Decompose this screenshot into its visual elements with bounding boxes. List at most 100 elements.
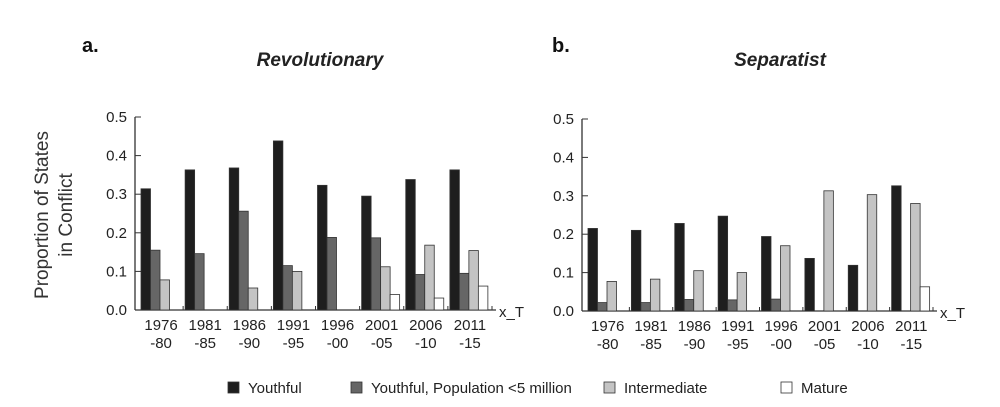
bar-youthful [184, 169, 196, 311]
bar-youthful [630, 229, 642, 312]
bar-youthful-population-5-million [458, 272, 470, 311]
bar-youthful [405, 179, 416, 311]
bar-intermediate [910, 203, 921, 312]
x-tick-label: 1991 [721, 318, 754, 335]
panel-title: Separatist [734, 50, 827, 71]
legend-label: Youthful [248, 380, 302, 397]
bar-intermediate [159, 279, 170, 311]
x-tick-label: 1976 [144, 317, 177, 334]
x-tick-label: -15 [900, 336, 922, 353]
x-tick-label: 2011 [454, 317, 486, 334]
bar-youthful-population-5-million [238, 210, 249, 311]
bar-youthful [761, 236, 772, 312]
bar-youthful [361, 195, 372, 311]
y-axis-label: Proportion of States in Conflict [32, 131, 77, 299]
x-tick-label: 1986 [678, 318, 711, 335]
legend-item: Mature [780, 380, 848, 397]
panel-separatist: b. Separatist 0.0 0.1 0.2 0.3 0.4 0.5 1976-80 198… [552, 35, 965, 353]
x-tick-label: -00 [327, 335, 349, 352]
y-tick-label: 0.1 [553, 265, 574, 282]
x-tick-label: 2011 [895, 318, 927, 335]
x-tick-label: -80 [597, 336, 619, 353]
bar-youthful-population-5-million [727, 299, 738, 312]
x-tick-label: 1981 [189, 317, 222, 334]
y-tick-label: 0.4 [106, 148, 127, 165]
bar-youthful [140, 188, 151, 311]
legend-item: Youthful [227, 380, 302, 397]
x-tick-label: -05 [371, 335, 393, 352]
y-axis-label-line: Proportion of States [32, 131, 53, 299]
bar-intermediate [247, 287, 259, 311]
bar-youthful-population-5-million [770, 298, 781, 312]
y-tick-label: 0.0 [553, 303, 574, 320]
bar-intermediate [866, 194, 878, 312]
bar-youthful [891, 185, 902, 312]
bar-youthful-population-5-million [194, 253, 205, 311]
x-tick-label: -90 [684, 336, 706, 353]
x-tick-label: 2006 [409, 317, 442, 334]
panel-title: Revolutionary [257, 50, 385, 71]
y-axis-label-line: in Conflict [56, 173, 77, 257]
x-tick-label: 2001 [365, 317, 398, 334]
bar-mature [433, 297, 445, 311]
bar-youthful [847, 264, 859, 312]
legend-swatch [227, 381, 240, 394]
legend: Youthful Youthful, Population <5 million I… [227, 380, 848, 397]
x-tick-label: -85 [640, 336, 662, 353]
bar-intermediate [291, 270, 303, 311]
x-tick-label: -10 [415, 335, 437, 352]
bar-youthful [449, 169, 460, 311]
y-tick-label: 0.2 [553, 226, 574, 243]
x-tick-label: -80 [150, 335, 172, 352]
bar-youthful-population-5-million [326, 237, 337, 311]
panel-label: a. [82, 35, 99, 57]
x-tick-label: -90 [238, 335, 260, 352]
legend-label: Youthful, Population <5 million [371, 380, 572, 397]
panel-revolutionary: a. Revolutionary 0.0 0.1 0.2 0.3 0.4 0.5 1976-80… [32, 35, 524, 352]
x-tick-label: -95 [283, 335, 305, 352]
x-tick-label: -15 [459, 335, 481, 352]
bar-mature [919, 286, 931, 312]
bar-youthful-population-5-million [597, 302, 608, 312]
bar-youthful [674, 223, 685, 312]
x-tick-label: 2006 [851, 318, 884, 335]
x-tick-label: -95 [727, 336, 749, 353]
bar-youthful-population-5-million [640, 302, 651, 312]
y-tick-label: 0.5 [553, 111, 574, 128]
bar-youthful [717, 215, 729, 312]
bar-intermediate [649, 278, 661, 312]
bar-youthful-population-5-million [282, 265, 293, 311]
x-axis-label: x_T [499, 304, 524, 321]
x-tick-label: 1996 [321, 317, 354, 334]
bar-intermediate [424, 244, 435, 311]
legend-swatch [780, 381, 793, 394]
x-tick-label: 1976 [591, 318, 624, 335]
bar-youthful [804, 257, 815, 312]
y-tick-label: 0.0 [106, 302, 127, 319]
y-tick-label: 0.2 [106, 225, 127, 242]
x-tick-label: 1991 [277, 317, 310, 334]
bar-youthful [317, 184, 328, 311]
x-tick-label: 2001 [808, 318, 841, 335]
x-tick-label: 1996 [765, 318, 798, 335]
bar-youthful-population-5-million [683, 299, 695, 312]
legend-swatch [350, 381, 363, 394]
bar-mature [477, 285, 489, 311]
x-tick-label: -85 [194, 335, 216, 352]
bar-youthful-population-5-million [150, 249, 161, 311]
x-tick-label: 1981 [634, 318, 667, 335]
y-tick-label: 0.1 [106, 263, 127, 280]
bar-youthful [587, 228, 598, 312]
legend-item: Intermediate [603, 380, 707, 397]
bar-youthful [272, 140, 284, 311]
legend-swatch [603, 381, 616, 394]
bar-intermediate [736, 272, 748, 312]
legend-label: Intermediate [624, 380, 707, 397]
x-axis-label: x_T [940, 305, 965, 322]
bar-intermediate [780, 245, 791, 312]
y-tick-label: 0.3 [106, 186, 127, 203]
bar-mature [389, 294, 401, 311]
legend-item: Youthful, Population <5 million [350, 380, 572, 397]
bar-youthful-population-5-million [414, 274, 426, 311]
